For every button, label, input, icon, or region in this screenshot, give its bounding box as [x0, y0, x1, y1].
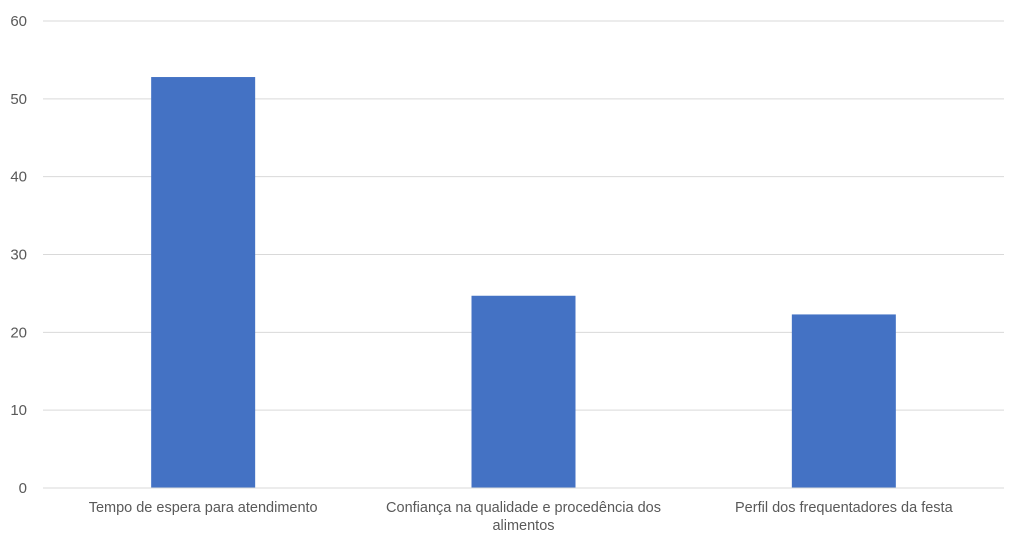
x-category-label-2: Confiança na qualidade e procedência dos… — [386, 500, 661, 534]
bar-3 — [791, 314, 896, 488]
x-category-label-line: alimentos — [492, 518, 554, 534]
bar-2 — [471, 295, 576, 488]
x-category-label-line: Tempo de espera para atendimento — [89, 500, 318, 516]
x-category-label-3: Perfil dos frequentadores da festa — [735, 500, 954, 516]
bars — [151, 77, 896, 488]
x-axis-category-labels: Tempo de espera para atendimento Confianç… — [89, 500, 954, 534]
y-tick-label-50: 50 — [10, 91, 27, 108]
x-category-label-line: Confiança na qualidade e procedência dos — [386, 500, 661, 516]
x-category-label-line: Perfil dos frequentadores da festa — [735, 500, 954, 516]
x-category-label-1: Tempo de espera para atendimento — [89, 500, 318, 516]
y-tick-label-10: 10 — [10, 402, 27, 419]
y-tick-label-20: 20 — [10, 324, 27, 341]
y-tick-label-40: 40 — [10, 169, 27, 186]
y-axis-tick-labels: 0 10 20 30 40 50 60 — [10, 13, 27, 497]
y-tick-label-0: 0 — [19, 480, 27, 497]
bar-1 — [151, 77, 256, 488]
y-tick-label-30: 30 — [10, 247, 27, 264]
y-tick-label-60: 60 — [10, 13, 27, 30]
